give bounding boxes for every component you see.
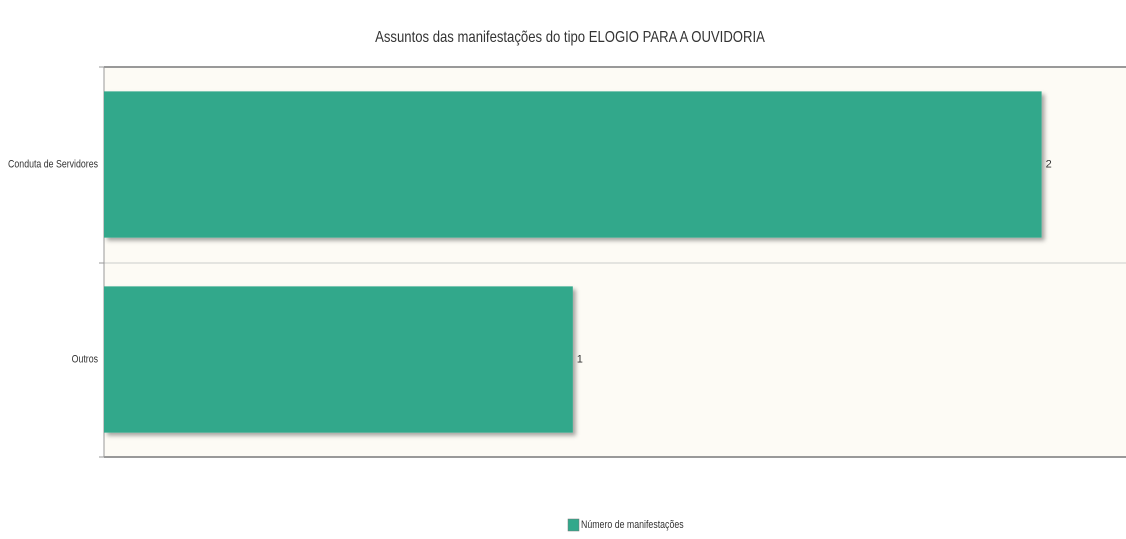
data-label: 1 (577, 353, 583, 365)
legend-swatch (567, 518, 580, 532)
chart-title: Assuntos das manifestações do tipo ELOGI… (375, 29, 765, 46)
y-tick-label: Conduta de Servidores (8, 159, 98, 171)
bar (104, 91, 1042, 238)
data-label: 2 (1046, 158, 1052, 170)
legend-label: Número de manifestações (581, 519, 684, 531)
y-tick-label: Outros (72, 354, 98, 366)
bar (104, 286, 573, 433)
